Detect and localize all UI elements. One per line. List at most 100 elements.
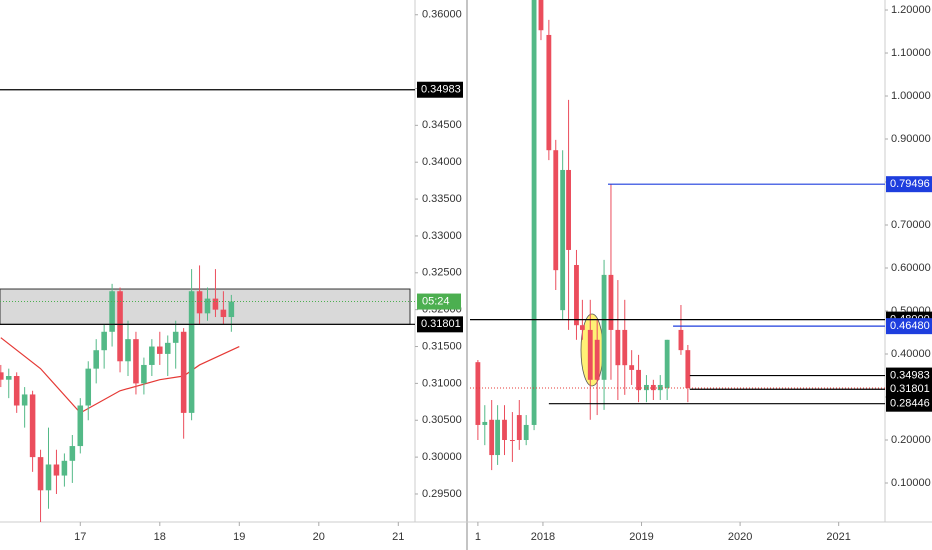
candle-body	[608, 274, 614, 330]
candle-body	[579, 325, 585, 330]
price-label-box	[886, 395, 932, 412]
candle-body	[489, 419, 495, 456]
y-tick-label: 0.30500	[422, 414, 462, 426]
candle-body	[664, 339, 670, 388]
candle-body	[69, 446, 76, 461]
candle-body	[678, 329, 684, 351]
candle-body	[164, 342, 171, 354]
candle-body	[188, 291, 195, 413]
y-tick-label: 0.36000	[422, 9, 462, 21]
candle-body	[482, 421, 488, 425]
x-tick-label: 1	[475, 531, 481, 543]
candle-body	[502, 419, 507, 441]
candle-body	[220, 309, 227, 318]
candle-body	[29, 394, 36, 458]
candle-body	[45, 464, 52, 491]
candle-body	[531, 0, 537, 425]
candle-body	[37, 457, 44, 491]
candle-body	[587, 329, 593, 380]
candle-body	[622, 329, 628, 366]
price-label-box	[886, 318, 932, 335]
candle-body	[553, 150, 559, 271]
y-tick-label: 0.40000	[891, 348, 931, 360]
price-label: 0.34983	[421, 84, 461, 96]
candle-body	[538, 0, 544, 31]
candle-body	[475, 362, 481, 425]
y-tick-label: 0.20000	[891, 434, 931, 446]
x-tick-label: 19	[233, 531, 245, 543]
candle-body	[101, 331, 107, 351]
candle-body	[495, 419, 501, 456]
x-tick-label: 17	[74, 531, 86, 543]
candle-body	[77, 405, 84, 447]
y-tick-label: 0.10000	[891, 477, 931, 489]
price-label-box	[886, 176, 932, 193]
candle-body	[133, 339, 139, 384]
plot-area	[0, 89, 415, 522]
candle-body	[636, 369, 641, 391]
price-label-box	[417, 293, 461, 310]
candle-body	[523, 424, 529, 441]
candle-body	[560, 169, 566, 311]
candle-body	[13, 376, 20, 406]
x-tick-label: 2019	[629, 531, 653, 543]
price-label: 0.31801	[890, 383, 930, 395]
price-label: 0.46480	[890, 320, 930, 332]
y-tick-label: 0.31000	[422, 377, 462, 389]
candle-body	[109, 291, 115, 332]
candle-body	[157, 346, 163, 354]
y-tick-label: 0.29500	[422, 488, 462, 500]
y-tick-label: 1.20000	[891, 4, 931, 16]
price-label-box	[886, 381, 932, 398]
candle-body	[644, 384, 649, 391]
candle-body	[180, 331, 187, 413]
y-tick-label: 0.32500	[422, 267, 462, 279]
candle-body	[615, 329, 621, 366]
candle-body	[546, 34, 552, 151]
price-label-box	[417, 316, 463, 333]
candle-body	[594, 339, 600, 380]
y-tick-label: 1.00000	[891, 90, 931, 102]
candle-body	[629, 365, 635, 370]
moving-average	[0, 337, 240, 414]
candle-body	[657, 384, 663, 391]
x-tick-label: 2021	[826, 531, 850, 543]
candle-body	[93, 350, 99, 369]
x-tick-label: 18	[154, 531, 166, 543]
candle-body	[21, 394, 28, 406]
candle-body	[172, 331, 179, 343]
candle-body	[204, 298, 211, 314]
y-tick-label: 1.10000	[891, 47, 931, 59]
price-label: 0.79496	[890, 178, 930, 190]
candle-body	[53, 464, 60, 476]
candle-body	[574, 264, 579, 326]
price-label-box	[417, 81, 463, 98]
y-tick-label: 0.90000	[891, 133, 931, 145]
x-tick-label: 21	[392, 531, 404, 543]
candle-body	[85, 368, 92, 406]
candle-body	[61, 460, 68, 476]
candle-body	[125, 339, 131, 362]
candle-body	[601, 274, 607, 380]
candle-body	[196, 291, 203, 314]
price-label: 0.28446	[890, 398, 930, 410]
price-label-box	[886, 367, 932, 384]
candle-body	[212, 298, 219, 310]
y-tick-label: 0.33500	[422, 193, 462, 205]
candle-body	[509, 440, 515, 442]
candle-body	[685, 350, 691, 388]
y-tick-label: 0.30000	[422, 451, 462, 463]
y-tick-label: 0.33000	[422, 230, 462, 242]
x-tick-label: 2020	[728, 531, 752, 543]
y-tick-label: 0.70000	[891, 219, 931, 231]
price-label: 0.31801	[421, 318, 461, 330]
y-tick-label: 0.34500	[422, 119, 462, 131]
candle-body	[117, 291, 123, 362]
price-label: 0.34983	[890, 369, 930, 381]
candle-body	[516, 415, 522, 441]
candle-body	[0, 372, 4, 380]
candle-body	[228, 301, 235, 318]
y-tick-label: 0.31500	[422, 340, 462, 352]
